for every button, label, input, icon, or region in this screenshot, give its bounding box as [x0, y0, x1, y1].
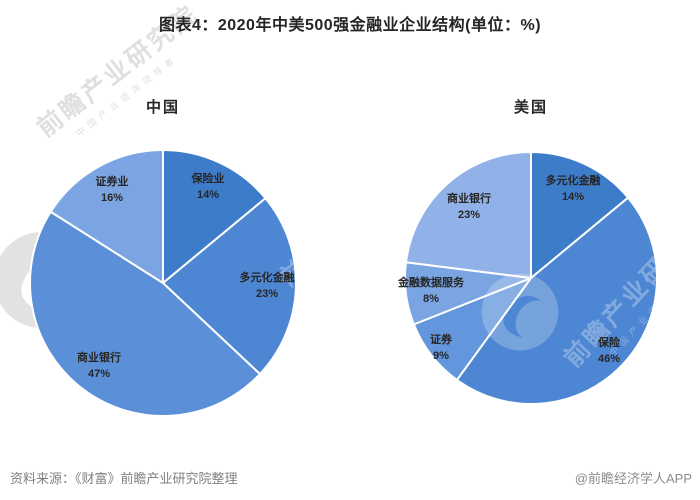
- credit-note: @前瞻经济学人APP: [574, 471, 692, 486]
- chart-title: 图表4：2020年中美500强金融业企业结构(单位：%): [158, 17, 542, 34]
- pie-slice-0-2: [29, 210, 261, 417]
- pie-slice-0-3: [49, 149, 164, 284]
- source-note: 资料来源：《财富》前瞻产业研究院整理: [10, 471, 238, 486]
- pie-slice-1-1: [455, 196, 658, 405]
- pie-slice-0-1: [162, 197, 297, 376]
- pie-slice-1-4: [404, 151, 532, 279]
- pie-slice-0-0: [162, 149, 267, 284]
- pie-slice-1-0: [530, 151, 630, 279]
